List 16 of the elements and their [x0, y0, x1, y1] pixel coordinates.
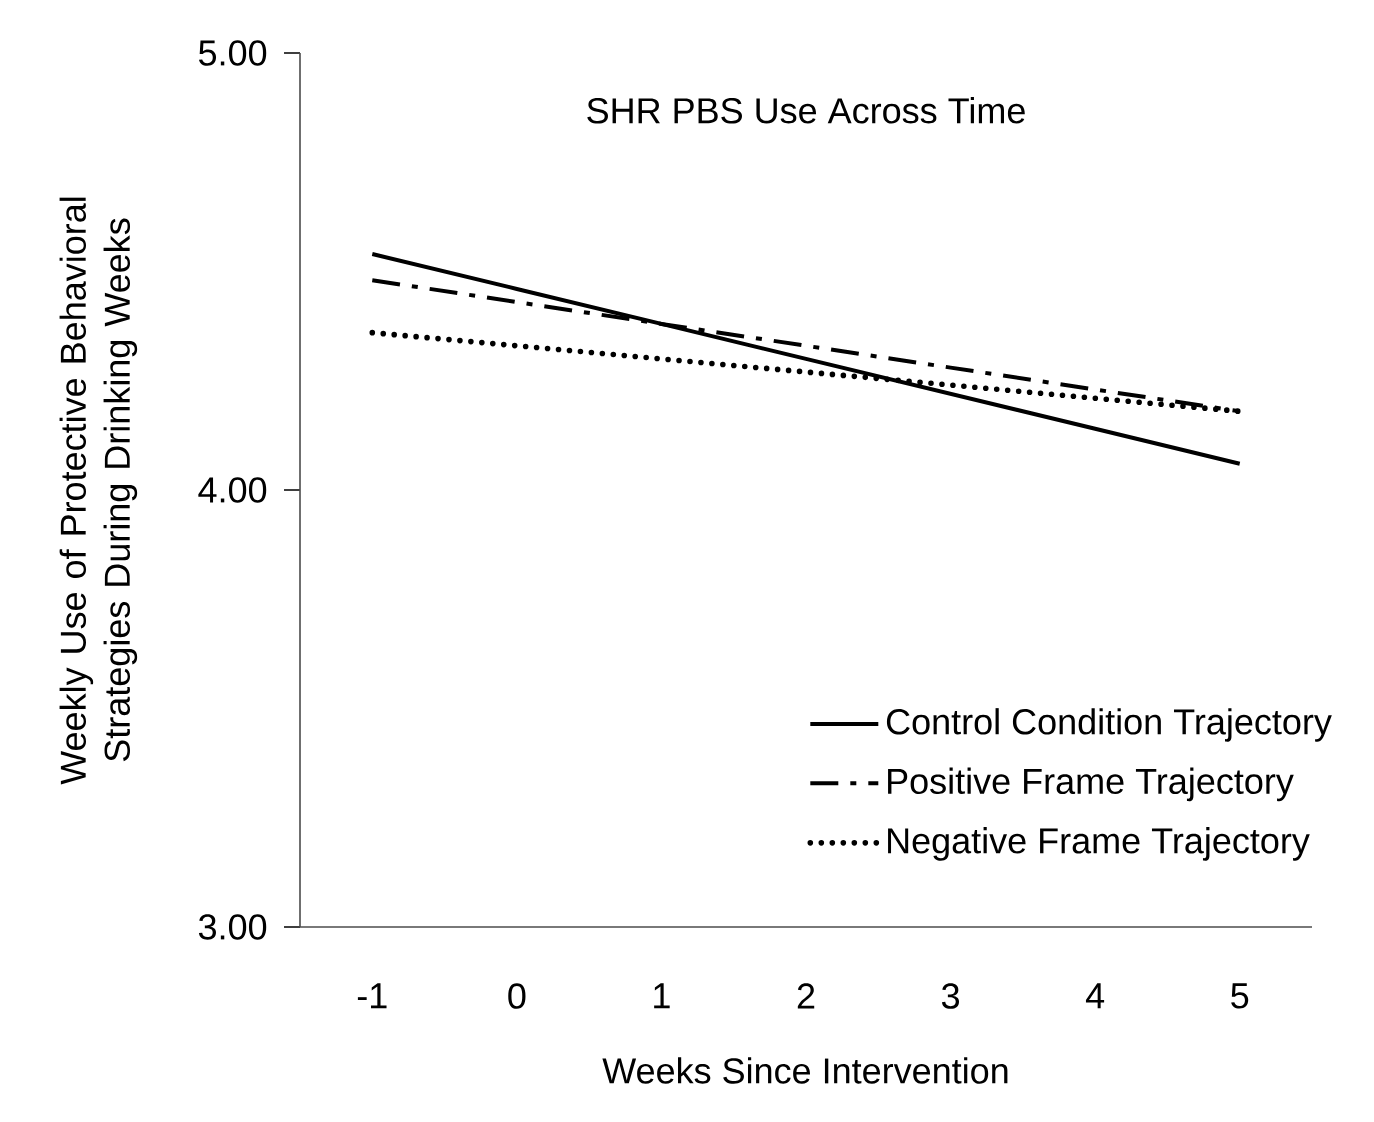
text: SHR PBS Use Across Time [587, 97, 1025, 124]
y-tick-label: 5.00 [198, 40, 267, 66]
x-axis-title: Weeks Since Intervention [602, 1057, 1008, 1084]
x-tick-label: 5 [1231, 983, 1249, 1009]
x-tick-label: 1 [654, 983, 670, 1009]
y-axis-title: Weekly Use of Protective Behavioral Strategies During Drinking Weeks [59, 197, 138, 785]
legend-label: Positive Frame Trajectory [888, 767, 1294, 802]
legend-label: Negative Frame Trajectory [888, 827, 1310, 861]
x-tick-label: 0 [508, 983, 526, 1009]
y-tick-label: 4.00 [198, 477, 267, 503]
x-tick-label: 2 [797, 983, 815, 1009]
x-tick-label: 3 [941, 983, 960, 1009]
x-tick-label: 4 [1085, 983, 1105, 1009]
x-tick-label: -1 [357, 983, 387, 1009]
legend-label: Control Condition Trajectory [886, 708, 1332, 742]
y-tick-label: 3.00 [198, 914, 267, 940]
